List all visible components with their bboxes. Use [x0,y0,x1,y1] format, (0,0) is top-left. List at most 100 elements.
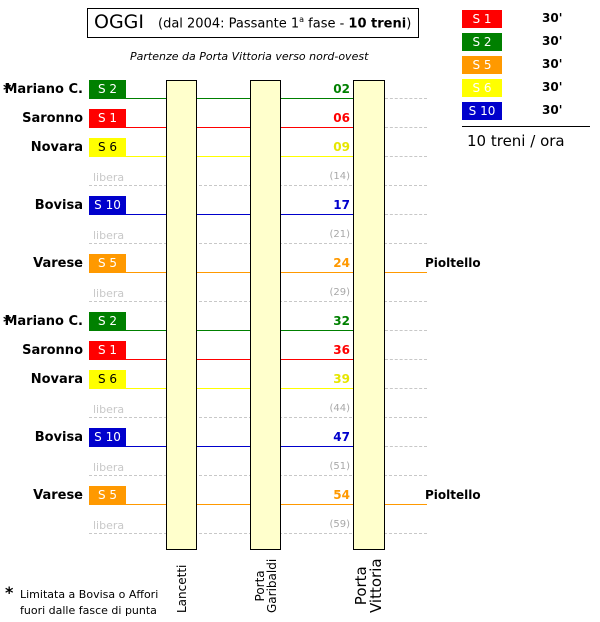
legend-total: 10 treni / ora [467,132,565,150]
dashed-line [385,359,427,360]
departure-row: Novara S 6 09 [0,136,600,166]
free-slot-row: libera (51) [0,455,600,485]
free-slot-row: libera (21) [0,223,600,253]
departure-row: Saronno S 1 06 [0,107,600,137]
column-label-line-1: Porta [252,570,267,602]
column-label-line-1: Lancetti [174,564,189,613]
legend-divider [462,126,590,127]
train-path-line [89,272,385,273]
origin-station: Mariano C. [4,314,83,329]
departure-row: Varese S 5 54 Pioltello [0,484,600,514]
dashed-line [385,330,427,331]
departure-minute: 32 [333,314,350,328]
free-slot-minute: (51) [329,461,350,472]
origin-station: Varese [33,488,83,503]
departure-minute: 39 [333,372,350,386]
line-badge: S 2 [89,80,126,98]
free-slot-label: libera [93,403,125,416]
origin-station: Novara [30,372,83,387]
free-slot-minute: (44) [329,403,350,414]
free-slot-minute: (21) [329,229,350,240]
legend-line-badge: S 5 [462,56,502,74]
origin-station: Bovisa [34,198,83,213]
departure-minute: 09 [333,140,350,154]
free-slot-row: libera (59) [0,513,600,543]
free-slot-label: libera [93,229,125,242]
departure-minute: 47 [333,430,350,444]
line-badge: S 1 [89,109,126,127]
column-label: Lancetti [174,564,189,613]
origin-station: Varese [33,256,83,271]
legend-line-badge: S 1 [462,10,502,28]
departure-minute: 02 [333,82,350,96]
footnote-marker: * [3,312,12,331]
departure-minute: 17 [333,198,350,212]
free-slot-minute: (29) [329,287,350,298]
free-slot-row: libera (29) [0,281,600,311]
train-path-line [89,330,385,331]
title-close: ) [406,16,412,32]
legend-frequency: 30' [542,34,563,48]
legend-frequency: 30' [542,80,563,94]
departure-row: * Mariano C. S 2 32 [0,310,600,340]
line-badge: S 6 [89,138,126,156]
title-main: OGGI [94,11,145,33]
train-path-line [89,359,385,360]
dashed-line [385,127,427,128]
legend-line-badge: S 2 [462,33,502,51]
legend-frequency: 30' [542,103,563,117]
train-path-line [89,446,385,447]
legend-item: S 2 30' [462,33,592,53]
dashed-line [385,214,427,215]
footnote-line-2: fuori dalle fasce di punta [20,604,157,617]
line-badge: S 10 [89,428,126,446]
column-label: Porta Garibaldi [252,558,279,613]
train-path-line [89,98,385,99]
title-bold: 10 treni [348,16,407,32]
line-badge: S 5 [89,254,126,272]
line-badge: S 1 [89,341,126,359]
departure-row: Varese S 5 24 Pioltello [0,252,600,282]
legend-frequency: 30' [542,11,563,25]
title-open: (dal 2004: Passante 1 [158,16,300,32]
legend-item: S 1 30' [462,10,592,30]
title-sup: a [299,15,305,24]
destination-station: Pioltello [425,488,481,502]
dashed-line [385,388,427,389]
line-badge: S 5 [89,486,126,504]
free-slot-minute: (14) [329,171,350,182]
train-path-line [89,388,385,389]
footnote-line-1: Limitata a Bovisa o Affori [20,588,159,601]
legend-item: S 10 30' [462,102,592,122]
legend-line-badge: S 6 [462,79,502,97]
origin-station: Bovisa [34,430,83,445]
legend-line-badge: S 10 [462,102,502,120]
line-badge: S 10 [89,196,126,214]
column-label-line-2: Garibaldi [264,558,279,613]
departure-minute: 36 [333,343,350,357]
title-box: OGGI (dal 2004: Passante 1a fase - 10 tr… [87,8,419,38]
train-path-extension [385,272,427,273]
legend-item: S 5 30' [462,56,592,76]
origin-station: Mariano C. [4,82,83,97]
free-slot-label: libera [93,461,125,474]
legend-frequency: 30' [542,57,563,71]
footnote: Limitata a Bovisa o Affori fuori dalle f… [20,587,158,619]
column-porta-vittoria [353,80,385,550]
column-porta-garibaldi [250,80,281,550]
departure-row: Bovisa S 10 47 [0,426,600,456]
title-subtitle: (dal 2004: Passante 1a fase - 10 treni) [158,15,411,31]
line-badge: S 6 [89,370,126,388]
dashed-line [385,156,427,157]
train-path-extension [385,504,427,505]
train-path-line [89,214,385,215]
destination-station: Pioltello [425,256,481,270]
footnote-star: * [5,583,14,602]
departure-minute: 06 [333,111,350,125]
dashed-line [385,446,427,447]
column-lancetti [166,80,197,550]
origin-station: Saronno [22,343,83,358]
departure-minute: 54 [333,488,350,502]
column-label: Porta Vittoria [352,558,385,613]
free-slot-row: libera (44) [0,397,600,427]
